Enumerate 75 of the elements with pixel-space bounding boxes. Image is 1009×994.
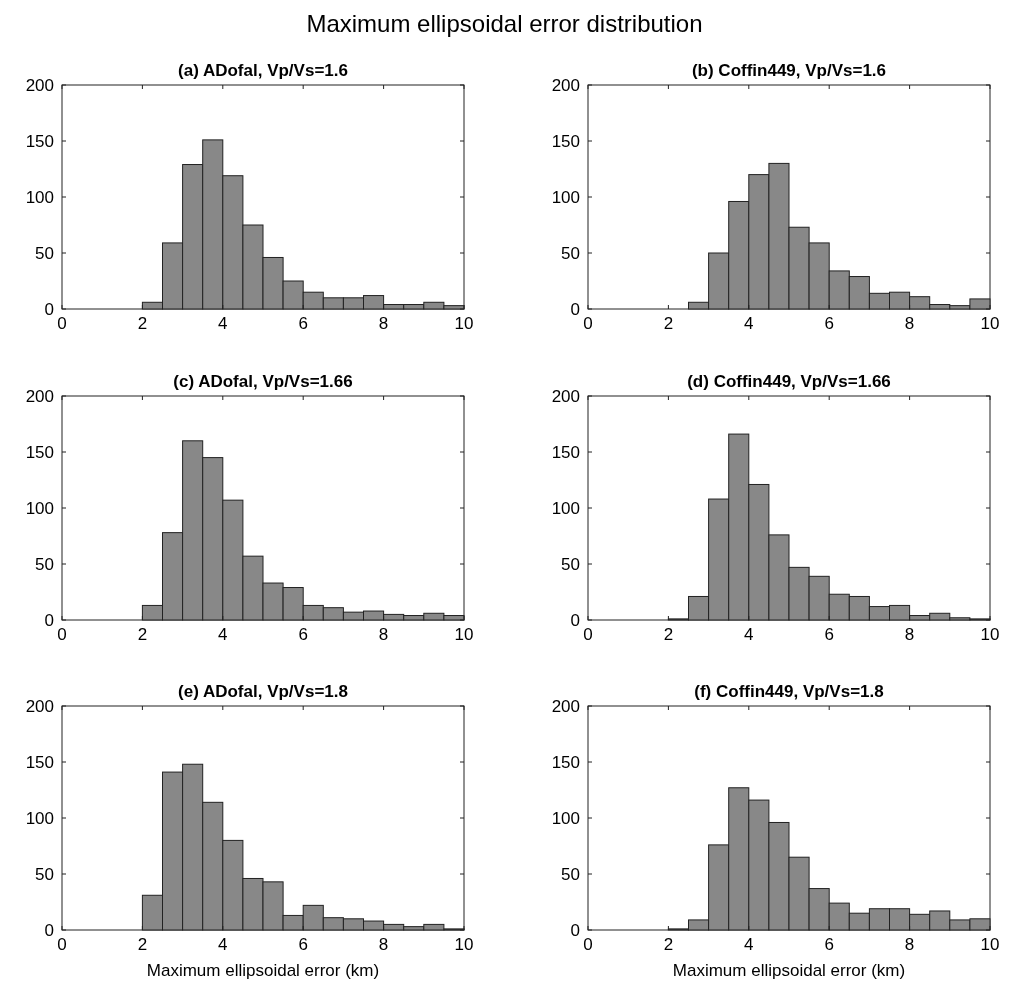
x-tick-label: 10 — [980, 314, 1000, 333]
x-axis-title: Maximum ellipsoidal error (km) — [146, 961, 380, 980]
x-tick-label: 6 — [824, 625, 834, 644]
x-tick-label: 4 — [744, 935, 754, 954]
x-tick-label: 4 — [744, 314, 754, 333]
y-tick-label: 50 — [35, 244, 54, 263]
y-tick-label: 200 — [551, 387, 580, 406]
x-tick-label: 8 — [378, 625, 389, 644]
x-tick-label: 10 — [454, 935, 474, 954]
x-tick-label: 2 — [663, 935, 674, 954]
x-tick-label: 10 — [980, 625, 1000, 644]
chart-title: (b) Coffin449, Vp/Vs=1.6 — [691, 61, 887, 80]
y-tick-label: 200 — [25, 697, 54, 716]
x-tick-label: 6 — [298, 935, 308, 954]
x-tick-label: 0 — [583, 935, 593, 954]
y-tick-label: 150 — [551, 753, 580, 772]
x-tick-label: 4 — [218, 935, 228, 954]
chart-title: (d) Coffin449, Vp/Vs=1.66 — [687, 372, 891, 391]
y-tick-label: 200 — [551, 76, 580, 95]
x-tick-label: 4 — [744, 625, 754, 644]
y-tick-label: 100 — [25, 499, 54, 518]
y-tick-label: 0 — [570, 300, 580, 319]
x-tick-label: 10 — [980, 935, 1000, 954]
y-tick-label: 0 — [44, 300, 54, 319]
x-tick-label: 8 — [378, 935, 389, 954]
y-tick-label: 150 — [25, 753, 54, 772]
x-tick-label: 10 — [454, 314, 474, 333]
x-tick-label: 8 — [904, 314, 915, 333]
y-tick-label: 0 — [44, 611, 54, 630]
y-tick-label: 0 — [570, 611, 580, 630]
y-tick-label: 100 — [25, 188, 54, 207]
y-tick-label: 150 — [25, 132, 54, 151]
x-tick-label: 8 — [378, 314, 389, 333]
y-tick-label: 100 — [25, 809, 54, 828]
y-tick-label: 50 — [35, 865, 54, 884]
y-tick-label: 200 — [551, 697, 580, 716]
y-tick-label: 100 — [551, 499, 580, 518]
x-tick-label: 4 — [218, 314, 228, 333]
chart-title: (e) ADofal, Vp/Vs=1.8 — [178, 682, 348, 701]
y-tick-label: 50 — [35, 555, 54, 574]
x-tick-label: 6 — [824, 314, 834, 333]
x-tick-label: 8 — [904, 935, 915, 954]
x-tick-label: 4 — [218, 625, 228, 644]
x-axis-title: Maximum ellipsoidal error (km) — [672, 961, 906, 980]
x-tick-label: 0 — [583, 625, 593, 644]
x-tick-label: 2 — [663, 314, 674, 333]
chart-title: (f) Coffin449, Vp/Vs=1.8 — [694, 682, 884, 701]
y-tick-label: 100 — [551, 809, 580, 828]
x-tick-label: 2 — [663, 625, 674, 644]
x-tick-label: 6 — [298, 314, 308, 333]
x-tick-label: 6 — [824, 935, 834, 954]
y-tick-label: 100 — [551, 188, 580, 207]
y-tick-label: 50 — [561, 555, 580, 574]
x-tick-label: 6 — [298, 625, 308, 644]
x-tick-label: 0 — [57, 625, 67, 644]
y-tick-label: 0 — [570, 921, 580, 940]
text: Maximum ellipsoidal error distribution — [306, 10, 703, 37]
x-tick-label: 0 — [57, 935, 67, 954]
x-tick-label: 2 — [137, 314, 148, 333]
chart-title: (a) ADofal, Vp/Vs=1.6 — [178, 61, 348, 80]
y-tick-label: 200 — [25, 387, 54, 406]
x-tick-label: 0 — [583, 314, 593, 333]
x-tick-label: 0 — [57, 314, 67, 333]
x-tick-label: 8 — [904, 625, 915, 644]
y-tick-label: 200 — [25, 76, 54, 95]
chart-title: (c) ADofal, Vp/Vs=1.66 — [173, 372, 353, 391]
y-tick-label: 150 — [25, 443, 54, 462]
x-tick-label: 2 — [137, 625, 148, 644]
y-tick-label: 50 — [561, 244, 580, 263]
y-tick-label: 0 — [44, 921, 54, 940]
y-tick-label: 150 — [551, 443, 580, 462]
y-tick-label: 150 — [551, 132, 580, 151]
y-tick-label: 50 — [561, 865, 580, 884]
x-tick-label: 10 — [454, 625, 474, 644]
x-tick-label: 2 — [137, 935, 148, 954]
